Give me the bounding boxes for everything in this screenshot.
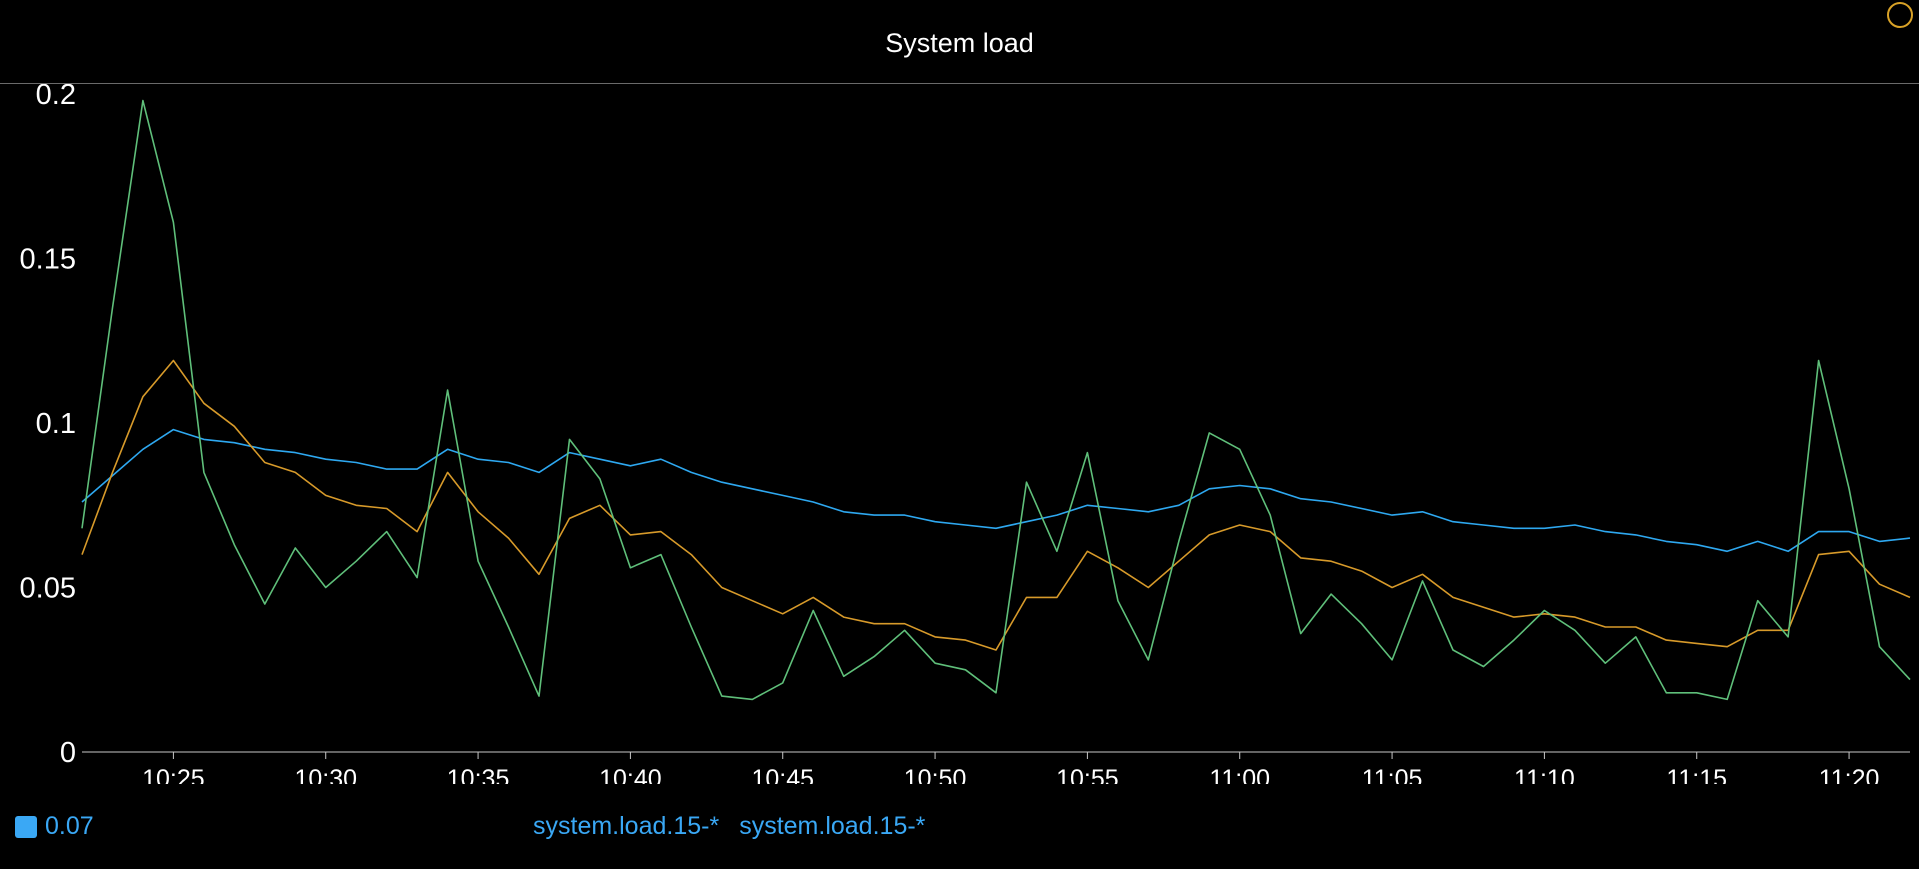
x-tick-label: 10:55 [1056, 765, 1119, 784]
panel-header: System load [0, 0, 1919, 84]
panel-title: System load [885, 28, 1034, 58]
x-tick-label: 11:00 [1209, 765, 1270, 784]
circle-icon[interactable] [1887, 2, 1913, 28]
x-tick-label: 10:40 [599, 765, 662, 784]
x-tick-label: 10:45 [751, 765, 814, 784]
x-tick-label: 10:30 [294, 765, 357, 784]
x-tick-label: 11:05 [1362, 765, 1423, 784]
series-line-3 [81, 99, 1911, 701]
legend-value-text: 0.07 [45, 812, 94, 840]
series-line-2 [81, 359, 1911, 651]
series-line-1 [81, 428, 1911, 553]
x-tick-label: 11:20 [1819, 765, 1880, 784]
x-tick-label: 10:50 [904, 765, 967, 784]
legend-swatch [15, 815, 37, 838]
legend-series-list: system.load.15-* system.load.15-* [533, 812, 925, 841]
x-tick-label: 11:10 [1514, 765, 1575, 784]
legend-series-label[interactable]: system.load.15-* [739, 812, 926, 840]
y-tick-label: 0.05 [20, 573, 76, 605]
y-tick-label: 0 [60, 737, 76, 769]
y-tick-label: 0.2 [36, 84, 76, 111]
y-tick-label: 0.1 [36, 408, 76, 440]
legend-current-value: 0.07 [15, 812, 94, 841]
x-tick-label: 11:15 [1666, 765, 1727, 784]
x-tick-label: 10:35 [447, 765, 510, 784]
y-tick-label: 0.15 [20, 244, 76, 276]
x-tick-label: 10:25 [142, 765, 205, 784]
legend-series-label[interactable]: system.load.15-* [533, 812, 720, 840]
line-chart: 0 0.05 0.1 0.15 0.2 10:25 10:30 10:35 10:40 10:45… [20, 84, 1911, 784]
